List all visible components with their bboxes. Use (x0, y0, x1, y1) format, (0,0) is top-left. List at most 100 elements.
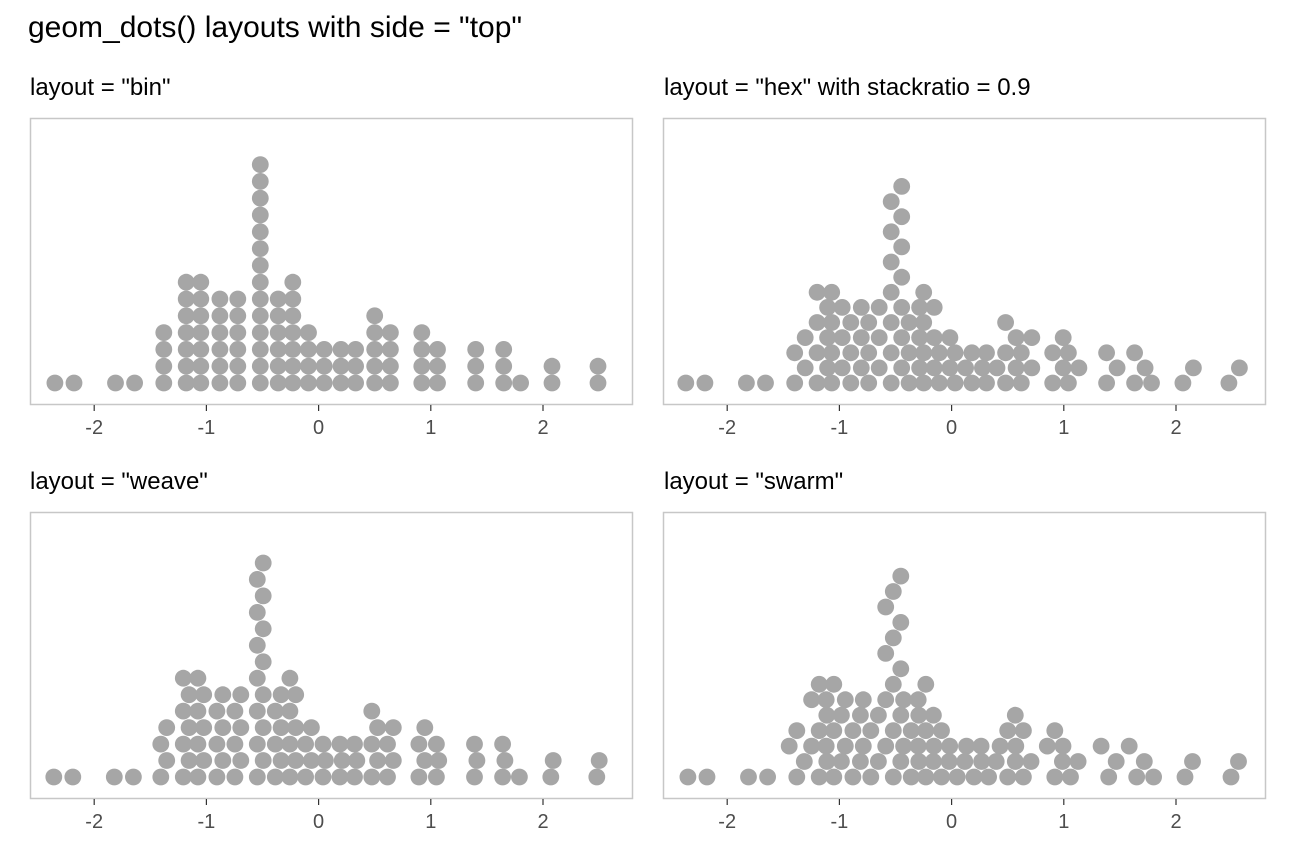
dot (281, 768, 299, 786)
dot (254, 686, 272, 704)
dot (810, 675, 828, 693)
dot (1046, 722, 1064, 739)
dot (287, 752, 305, 769)
dot (973, 753, 990, 770)
dot (315, 357, 333, 375)
dot (818, 753, 836, 770)
dot (466, 735, 483, 753)
dot (495, 357, 513, 375)
dot (226, 702, 244, 720)
dot (808, 344, 826, 362)
dot (803, 691, 820, 709)
dot (155, 324, 173, 341)
dot (833, 329, 851, 346)
dot (317, 752, 334, 769)
panel-border (662, 511, 1267, 800)
dot (300, 341, 317, 358)
dot (430, 752, 448, 769)
dot (925, 329, 943, 346)
dot (870, 359, 888, 377)
x-tick-label: 1 (425, 811, 436, 833)
dot (818, 706, 836, 724)
dot (786, 344, 804, 362)
panel-subtitle-hex: layout = "hex" with stackratio = 0.9 (664, 74, 1031, 101)
dot (281, 669, 299, 687)
dot (911, 329, 928, 346)
dot (893, 238, 911, 256)
dot (1184, 753, 1201, 770)
dot (893, 329, 911, 346)
dot (677, 374, 695, 392)
dot (738, 374, 755, 392)
dot (189, 669, 207, 687)
x-tick-label: 2 (1170, 417, 1181, 439)
dot (180, 719, 198, 736)
dot (64, 768, 82, 786)
dot (893, 268, 911, 286)
dot (819, 359, 836, 377)
dot (1044, 344, 1062, 362)
dot (1023, 359, 1041, 377)
dot (248, 604, 266, 621)
dot (155, 341, 173, 358)
dot (195, 686, 213, 704)
panel-border (29, 511, 634, 800)
dot (229, 324, 247, 341)
dot (1145, 768, 1162, 786)
dot (892, 753, 910, 770)
dot (496, 752, 514, 769)
dot (978, 344, 995, 362)
dot (208, 735, 226, 753)
dot (158, 752, 176, 769)
dot (467, 357, 485, 375)
figure-title: geom_dots() layouts with side = "top" (28, 11, 523, 44)
dot (211, 357, 229, 375)
dot (226, 768, 244, 786)
x-tick-label: -1 (198, 417, 216, 439)
dot (363, 702, 381, 720)
dot (917, 722, 935, 739)
dot (833, 753, 850, 770)
dot (877, 645, 895, 662)
dot (189, 768, 207, 786)
dot (251, 156, 269, 173)
x-tick-label: 0 (313, 811, 324, 833)
dot (892, 660, 910, 678)
dot (468, 752, 486, 769)
dot (281, 702, 299, 720)
dot (999, 768, 1017, 786)
dot (925, 737, 943, 755)
dot (177, 307, 195, 325)
dot (512, 374, 529, 392)
dot (870, 753, 887, 770)
dot (248, 636, 266, 654)
dot (882, 253, 900, 271)
dot (192, 273, 210, 291)
dot (933, 722, 950, 739)
dot (543, 374, 561, 392)
dot (251, 206, 269, 224)
dot (314, 735, 332, 753)
dot (189, 702, 207, 720)
dot (366, 374, 384, 392)
dot (1022, 753, 1040, 770)
dot (174, 768, 192, 786)
dot (413, 341, 431, 358)
panel-subtitle-weave: layout = "weave" (30, 468, 208, 495)
dot (1107, 753, 1125, 770)
dot (177, 357, 195, 375)
dot (158, 719, 176, 736)
dot (963, 374, 981, 392)
dot (589, 357, 607, 375)
dot (972, 737, 990, 755)
dot (915, 344, 933, 362)
dot (269, 374, 287, 392)
x-tick-label: 1 (1058, 417, 1069, 439)
dot (915, 283, 933, 301)
dot (192, 357, 210, 375)
dot (1060, 344, 1077, 362)
dot (842, 314, 860, 331)
x-tick-label: -2 (718, 417, 736, 439)
dot (251, 273, 269, 291)
dot (297, 768, 314, 786)
